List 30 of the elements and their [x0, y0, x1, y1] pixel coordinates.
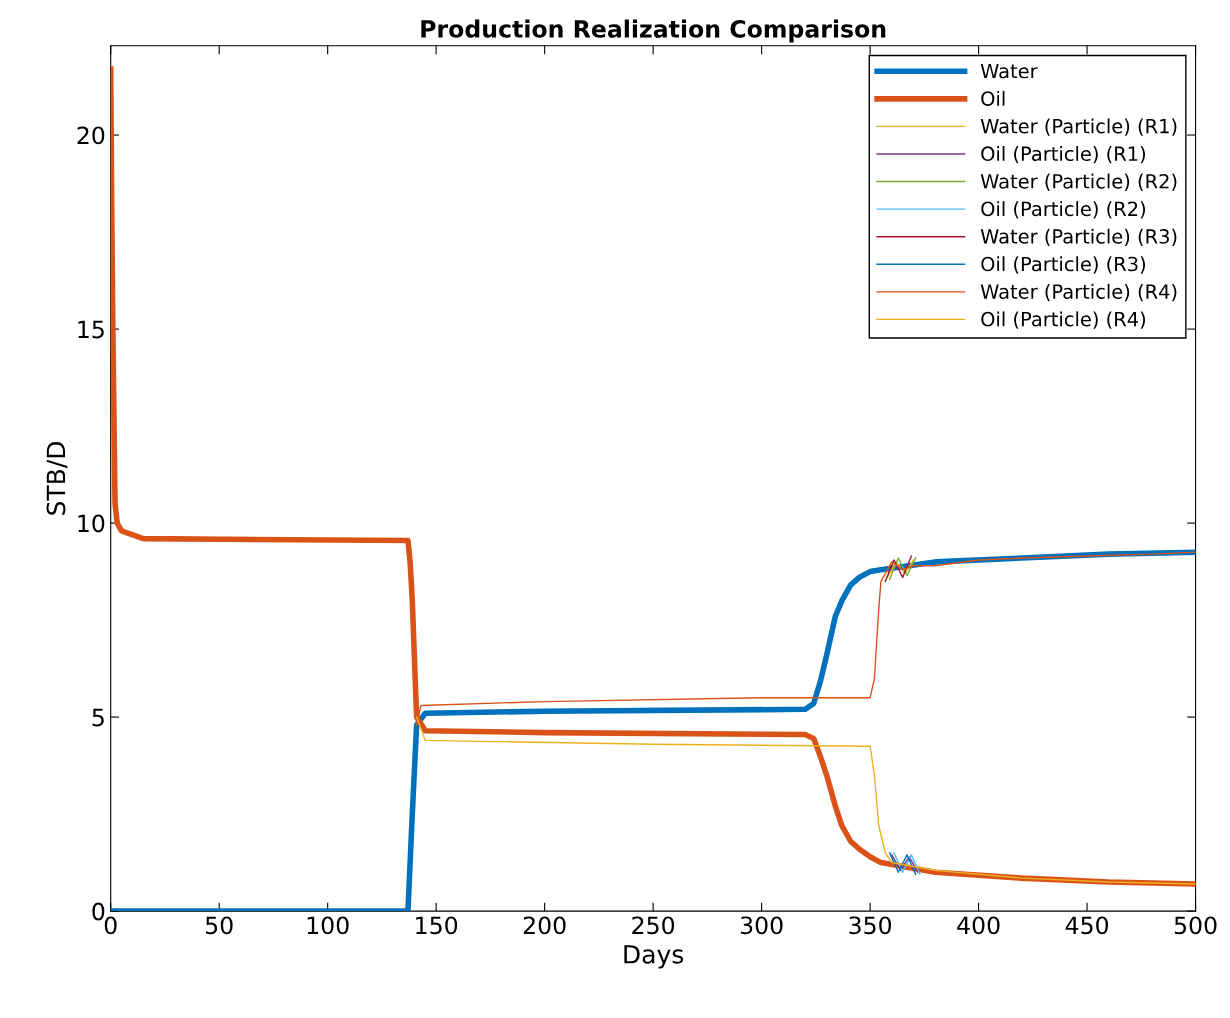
x-tick-label: 100	[307, 916, 349, 935]
legend-label: Oil (Particle) (R2)	[981, 201, 1146, 219]
legend-label: Oil	[981, 90, 1005, 106]
x-tick-label: 150	[416, 916, 458, 935]
x-tick-label: 350	[849, 916, 892, 935]
legend-label: Water (Particle) (R3)	[980, 228, 1177, 247]
y-tick-label: 15	[78, 320, 104, 339]
x-tick-label: 50	[205, 916, 233, 935]
legend-label: Oil (Particle) (R3)	[981, 256, 1146, 274]
x-tick-label: 300	[740, 916, 783, 935]
legend-label: Oil (Particle) (R4)	[981, 311, 1146, 329]
x-tick-label: 400	[957, 916, 1000, 935]
chart-title: Production Realization Comparison	[421, 19, 886, 43]
x-tick-label: 200	[523, 916, 566, 935]
x-tick-label: 500	[1174, 916, 1217, 935]
x-tick-label: 0	[104, 916, 117, 935]
y-tick-label: 20	[77, 126, 105, 145]
y-tick-label: 0	[92, 902, 105, 921]
y-tick-label: 5	[92, 708, 104, 727]
legend-label: Water (Particle) (R1)	[980, 118, 1177, 136]
legend-label: Water (Particle) (R4)	[980, 283, 1177, 302]
legend-label: Water (Particle) (R2)	[980, 173, 1177, 191]
y-tick-label: 10	[78, 514, 105, 533]
x-tick-label: 250	[632, 916, 675, 935]
line-series	[415, 716, 1196, 885]
y-axis-title: STB/D	[46, 441, 68, 515]
legend-label: Water	[980, 63, 1038, 79]
x-axis-title: Days	[624, 945, 684, 969]
legend-label: Oil (Particle) (R1)	[981, 146, 1146, 164]
x-tick-label: 450	[1065, 916, 1109, 935]
